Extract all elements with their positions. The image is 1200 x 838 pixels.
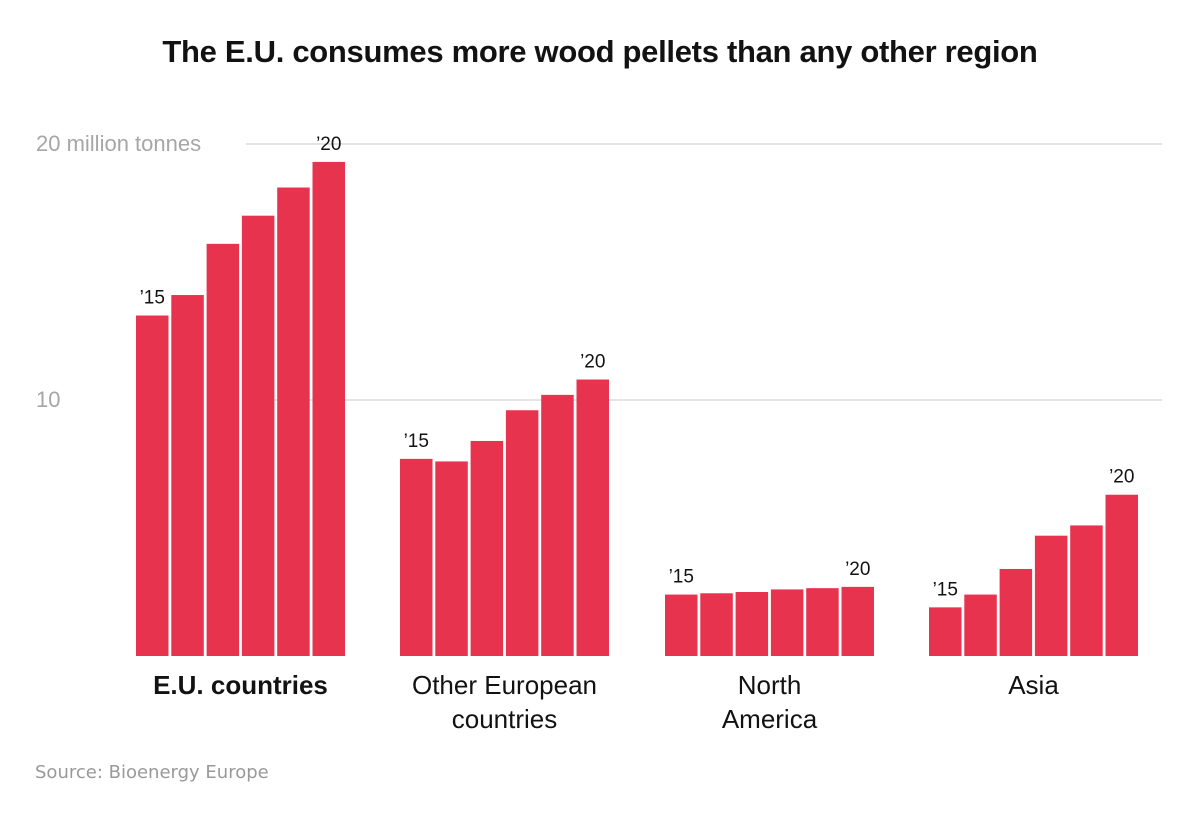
year-label-3-2015: ’15 [669,567,694,588]
bar-1-2016 [171,295,204,656]
bar-3-2018 [770,589,804,656]
year-label-2-2020: ’20 [580,352,605,373]
group-label-2-line-1: Other European [412,670,597,700]
bar-1-2018 [241,215,275,656]
bar-3-2017 [735,592,769,656]
group-label-3-line-2: America [722,704,818,734]
y-tick-label-10: 10 [36,387,60,412]
group-label-3-line-1: North [738,670,802,700]
bar-4-2018 [1034,535,1068,656]
bar-3-2015 [665,594,698,656]
bar-2-2016 [435,461,468,656]
group-label-4-line-1: Asia [1008,670,1059,700]
group-label-2-line-2: countries [452,704,558,734]
year-label-4-2020: ’20 [1109,467,1134,488]
bar-1-2017 [206,243,240,656]
bar-4-2015 [929,607,962,656]
bar-2-2018 [505,410,539,656]
y-tick-label-20: 20 million tonnes [36,131,201,156]
bar-1-2019 [277,187,310,656]
bar-2-2020 [576,379,609,656]
year-label-1-2015: ’15 [140,288,165,309]
bar-4-2020 [1105,494,1138,656]
source-note: Source: Bioenergy Europe [35,762,269,783]
bar-3-2020 [841,586,874,656]
bar-2-2015 [400,458,433,656]
bar-3-2016 [700,593,733,656]
bar-1-2015 [136,315,169,656]
bar-4-2019 [1070,525,1103,656]
year-label-2-2015: ’15 [404,431,429,452]
bar-3-2019 [806,588,839,656]
chart-title: The E.U. consumes more wood pellets than… [162,34,1038,69]
year-label-4-2015: ’15 [933,579,958,600]
bar-4-2017 [999,568,1033,656]
bar-1-2020 [312,161,345,657]
year-label-3-2020: ’20 [845,559,870,580]
bar-2-2019 [541,394,574,656]
bar-2-2017 [470,440,504,656]
year-label-1-2020: ’20 [316,134,341,155]
group-label-1-line-1: E.U. countries [153,670,328,700]
bar-4-2016 [964,594,997,656]
